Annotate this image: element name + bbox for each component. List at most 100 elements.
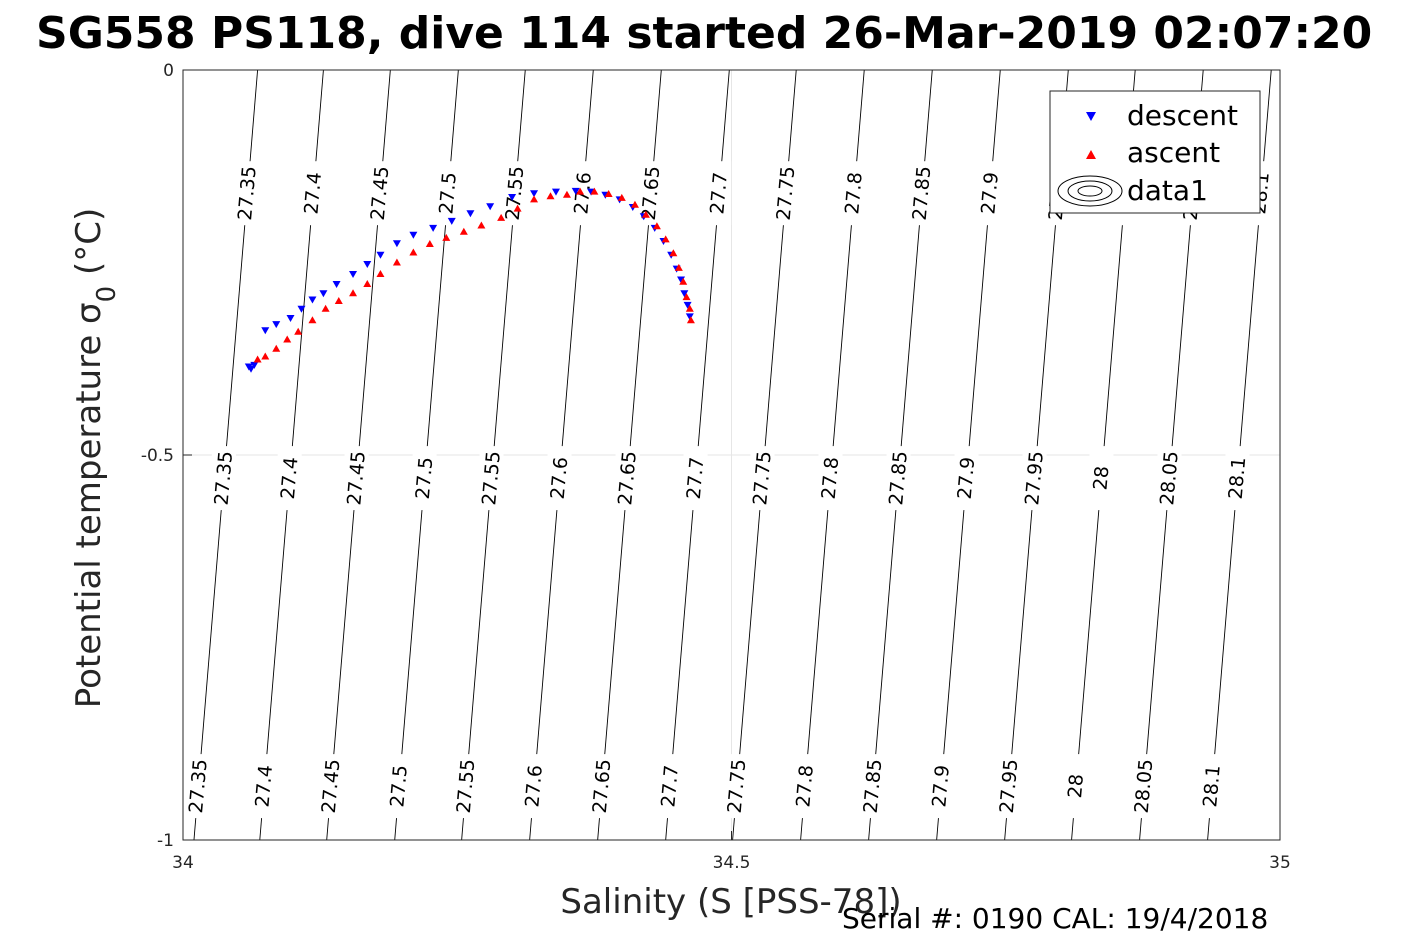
contour-label-bg-27.4-2 xyxy=(252,754,277,819)
legend-box xyxy=(1049,90,1261,214)
marker-descent-6 xyxy=(297,305,306,313)
contour-label-27.35-0: 27.35 xyxy=(234,165,261,221)
legend-descent-label: descent xyxy=(1127,99,1238,132)
contour-label-27.85-2: 27.85 xyxy=(860,758,887,814)
contour-label-27.6-2: 27.6 xyxy=(521,764,547,808)
contour-label-27.8-2: 27.8 xyxy=(792,764,818,808)
marker-descent-22 xyxy=(571,187,580,195)
marker-descent-21 xyxy=(551,188,560,196)
marker-ascent-14 xyxy=(442,233,451,241)
marker-ascent-23 xyxy=(590,187,599,195)
contour-label-27.55-2: 27.55 xyxy=(453,758,480,814)
contour-label-bg-27.6-2 xyxy=(522,754,547,819)
marker-ascent-7 xyxy=(334,297,343,304)
contour-label-27.35-1: 27.35 xyxy=(211,450,238,506)
marker-descent-34 xyxy=(683,301,692,309)
y-tick-label-2: -1 xyxy=(157,831,174,851)
contour-label-27.85-1: 27.85 xyxy=(885,450,912,506)
contour-label-27.45-1: 27.45 xyxy=(343,450,370,506)
marker-ascent-18 xyxy=(513,204,522,212)
y-axis-label-subscript: 0 xyxy=(92,286,122,303)
contour-label-27.95-1: 27.95 xyxy=(1021,450,1048,506)
x-axis-label: Salinity (S [PSS-78]) xyxy=(560,882,901,922)
contour-label-bg-27.45-1 xyxy=(344,446,369,511)
marker-ascent-8 xyxy=(349,289,358,297)
marker-ascent-35 xyxy=(686,316,695,324)
contour-label-bg-27.45-2 xyxy=(319,754,344,819)
contour-label-bg-27.95-1 xyxy=(1022,446,1047,511)
contour-label-28.1-2: 28.1 xyxy=(1199,764,1225,808)
marker-ascent-26 xyxy=(630,200,639,208)
x-tick-label-1: 34.5 xyxy=(713,853,751,873)
marker-descent-12 xyxy=(376,251,385,259)
contour-label-bg-27.75-1 xyxy=(750,446,775,511)
contour-label-27.45-2: 27.45 xyxy=(318,758,345,814)
contour-label-bg-27.5-2 xyxy=(387,754,412,819)
contour-label-27.65-2: 27.65 xyxy=(589,758,616,814)
contour-label-bg-27.75-0 xyxy=(774,161,799,226)
contour-label-27.5-0: 27.5 xyxy=(435,171,461,215)
contour-label-27.7-0: 27.7 xyxy=(706,171,732,215)
marker-ascent-29 xyxy=(661,235,670,243)
contour-label-27.65-0: 27.65 xyxy=(638,165,665,221)
contour-label-27.4-0: 27.4 xyxy=(300,171,326,215)
marker-ascent-28 xyxy=(652,222,661,230)
contour-label-bg-27.5-1 xyxy=(412,446,437,511)
marker-ascent-16 xyxy=(477,221,486,229)
chart-title: SG558 PS118, dive 114 started 26-Mar-201… xyxy=(36,8,1372,59)
contour-label-bg-28-1 xyxy=(1089,446,1114,511)
marker-ascent-17 xyxy=(497,213,506,221)
marker-ascent-32 xyxy=(679,277,688,285)
contour-label-27.75-1: 27.75 xyxy=(749,450,776,506)
contour-label-27.5-2: 27.5 xyxy=(386,764,412,808)
marker-ascent-21 xyxy=(562,190,571,198)
contour-label-bg-27.65-2 xyxy=(590,754,615,819)
contour-label-27.45-0: 27.45 xyxy=(367,165,394,221)
marker-ascent-1 xyxy=(261,352,270,360)
marker-descent-33 xyxy=(680,290,689,298)
contour-label-bg-27.8-1 xyxy=(818,446,843,511)
marker-ascent-33 xyxy=(682,293,691,301)
x-tick-label-0: 34 xyxy=(172,853,194,873)
contour-label-bg-27.55-0 xyxy=(503,161,528,226)
contour-label-bg-27.6-1 xyxy=(547,446,572,511)
marker-ascent-4 xyxy=(294,327,303,335)
contour-label-bg-28.1-2 xyxy=(1200,754,1225,819)
contour-label-bg-27.7-1 xyxy=(683,446,708,511)
legend-data1-label: data1 xyxy=(1127,174,1208,207)
contour-label-27.85-0: 27.85 xyxy=(909,165,936,221)
marker-descent-2 xyxy=(250,361,259,369)
y-axis-label: Potential temperature σ0 (°C) xyxy=(69,208,122,708)
marker-descent-13 xyxy=(392,240,401,248)
contour-label-bg-28.1-1 xyxy=(1225,446,1250,511)
marker-descent-11 xyxy=(363,261,372,269)
contour-label-28.05-1: 28.05 xyxy=(1156,450,1183,506)
contour-label-bg-27.65-1 xyxy=(615,446,640,511)
contour-label-bg-27.7-0 xyxy=(707,161,732,226)
contour-label-bg-28.05-2 xyxy=(1132,754,1157,819)
contour-label-bg-27.55-1 xyxy=(479,446,504,511)
contour-label-bg-27.45-0 xyxy=(368,161,393,226)
marker-descent-17 xyxy=(466,210,475,218)
contour-label-28.1-1: 28.1 xyxy=(1225,456,1251,500)
marker-ascent-22 xyxy=(576,187,585,195)
contour-label-27.75-0: 27.75 xyxy=(773,165,800,221)
y-tick-label-0: 0 xyxy=(163,61,174,81)
contour-label-27.6-1: 27.6 xyxy=(547,456,573,500)
marker-ascent-12 xyxy=(409,248,418,256)
marker-ascent-34 xyxy=(685,304,694,312)
x-tick-label-2: 35 xyxy=(1269,853,1291,873)
marker-ascent-5 xyxy=(308,316,317,324)
marker-descent-3 xyxy=(261,327,270,335)
marker-ascent-11 xyxy=(392,258,401,266)
contour-label-bg-27.85-1 xyxy=(886,446,911,511)
legend-ascent-marker xyxy=(1086,150,1096,159)
footer-calibration: Serial #: 0190 CAL: 19/4/2018 xyxy=(842,902,1268,935)
marker-descent-15 xyxy=(429,224,438,232)
marker-ascent-6 xyxy=(321,304,330,312)
y-axis-label-main: Potential temperature σ xyxy=(69,302,109,708)
contour-label-27.35-2: 27.35 xyxy=(185,758,212,814)
contour-label-27.75-2: 27.75 xyxy=(724,758,751,814)
marker-descent-20 xyxy=(530,190,539,198)
contour-label-bg-28.05-1 xyxy=(1157,446,1182,511)
